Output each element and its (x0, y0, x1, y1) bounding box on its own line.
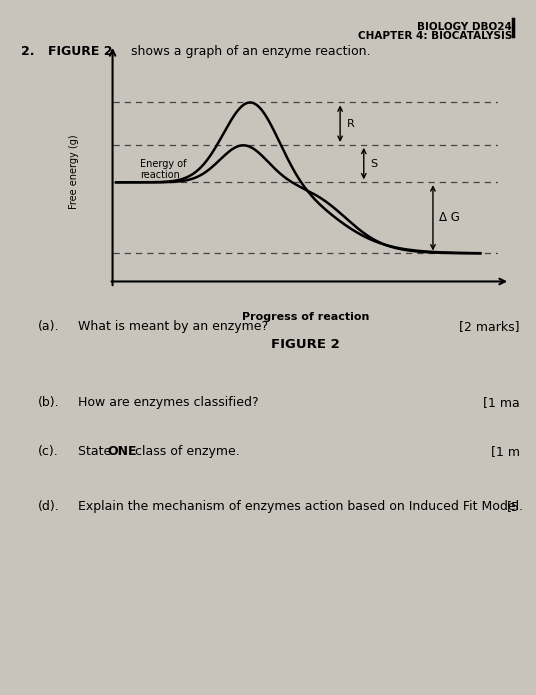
Text: Progress of reaction: Progress of reaction (242, 312, 369, 322)
Text: [2 marks]: [2 marks] (459, 320, 520, 333)
Text: Free energy (g): Free energy (g) (69, 135, 79, 209)
Text: class of enzyme.: class of enzyme. (131, 445, 240, 458)
Text: (c).: (c). (38, 445, 58, 458)
Text: (a).: (a). (38, 320, 59, 333)
Text: shows a graph of an enzyme reaction.: shows a graph of an enzyme reaction. (131, 45, 371, 58)
Text: (b).: (b). (38, 396, 59, 409)
Text: Explain the mechanism of enzymes action based on Induced Fit Model.: Explain the mechanism of enzymes action … (78, 500, 523, 514)
Text: FIGURE 2: FIGURE 2 (271, 338, 340, 352)
Text: State: State (78, 445, 115, 458)
Text: How are enzymes classified?: How are enzymes classified? (78, 396, 258, 409)
Text: FIGURE 2: FIGURE 2 (48, 45, 113, 58)
Text: What is meant by an enzyme?: What is meant by an enzyme? (78, 320, 268, 333)
Text: Energy of
reaction: Energy of reaction (140, 159, 187, 181)
Text: [1 m: [1 m (491, 445, 520, 458)
Text: R: R (347, 119, 354, 129)
Text: ONE: ONE (107, 445, 137, 458)
Text: 2.: 2. (21, 45, 35, 58)
Text: [5: [5 (507, 500, 520, 514)
Text: CHAPTER 4: BIOCATALYSIS: CHAPTER 4: BIOCATALYSIS (358, 31, 512, 41)
Text: [1 ma: [1 ma (483, 396, 520, 409)
Text: (d).: (d). (38, 500, 59, 514)
Text: S: S (370, 158, 377, 169)
Text: Δ G: Δ G (440, 211, 460, 224)
Text: BIOLOGY DBO24: BIOLOGY DBO24 (417, 22, 512, 32)
